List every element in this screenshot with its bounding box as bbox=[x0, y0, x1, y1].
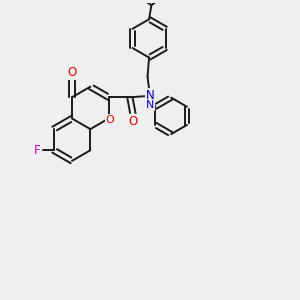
Text: O: O bbox=[129, 115, 138, 128]
Text: O: O bbox=[106, 115, 115, 125]
Text: F: F bbox=[34, 144, 41, 157]
Text: N: N bbox=[146, 89, 154, 102]
Text: O: O bbox=[67, 66, 76, 79]
Text: N: N bbox=[146, 100, 154, 110]
